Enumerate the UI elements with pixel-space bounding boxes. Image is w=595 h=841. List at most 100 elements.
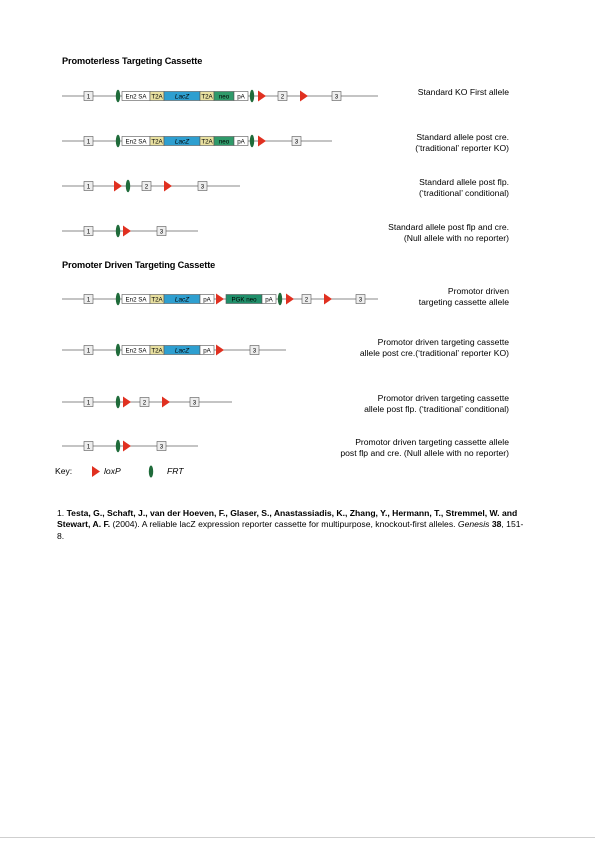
legend-glyphs [92, 465, 154, 478]
allele-label-pd-2: Promotor driven targeting cassette allel… [360, 337, 509, 359]
allele-label-line: (‘traditional’ conditional) [419, 188, 509, 199]
allele-label-line: (‘traditional’ reporter KO) [415, 143, 509, 154]
exon-3-box [189, 397, 200, 407]
loxp-site-icon [286, 293, 294, 305]
allele-label-line: Promotor driven [447, 286, 509, 296]
allele-label-line: allele post flp. (‘traditional’ conditio… [364, 404, 509, 415]
allele-label-pd-4: Promotor driven targeting cassette allel… [340, 437, 509, 459]
exon-3-box [291, 136, 302, 146]
allele-diagrams: 1 En2 SA T2A LacZ T2A neo pA 2 31 En2 SA T2A LacZ T2… [62, 89, 378, 478]
pa-element-box [233, 91, 249, 101]
exon-2-box [277, 91, 288, 101]
en2sa-element-label: En2 SA [126, 94, 148, 101]
loxp-site-icon [123, 396, 131, 408]
loxp-site-icon [123, 440, 131, 452]
exon-1-label: 1 [87, 229, 91, 236]
legend-loxp-icon [92, 466, 100, 477]
allele-row-pd-2: 1 En2 SA T2A LacZ pA 3 [62, 343, 286, 357]
reference-journal: Genesis [457, 519, 490, 530]
exon-3-box [331, 91, 342, 101]
exon-2-label: 2 [145, 184, 149, 191]
allele-label-line: targeting cassette allele [418, 297, 509, 308]
legend-title: Key: [55, 466, 73, 476]
allele-label-pl-3: Standard allele post flp. (‘traditional’… [419, 177, 509, 199]
pa-element-box [199, 345, 215, 355]
allele-label-pl-4: Standard allele post flp and cre. (Null … [388, 222, 509, 244]
exon-1-box [83, 181, 94, 191]
loxp-site-icon [324, 293, 332, 305]
en2sa-element-label: En2 SA [126, 139, 148, 146]
exon-3-box [355, 294, 366, 304]
pa-element-label: pA [203, 297, 211, 304]
legend-loxp-label: loxP [104, 466, 121, 476]
frt-site-icon [115, 292, 121, 306]
legend-frt-icon [148, 465, 154, 478]
loxp-site-icon [258, 90, 266, 102]
loxp-site-icon [164, 180, 172, 192]
exon-2-box [301, 294, 312, 304]
loxp-site-icon [123, 225, 131, 237]
allele-label-line: allele post cre.(‘traditional’ reporter … [359, 348, 509, 359]
exon-1-label: 1 [87, 400, 91, 407]
frt-site-icon [125, 179, 131, 193]
reference-authors: Testa, G., Schaft, J., van der Hoeven, F… [57, 508, 518, 530]
t2a-element-label: T2A [151, 297, 163, 304]
legend-frt-label: FRT [167, 466, 184, 476]
exon-1-box [83, 226, 94, 236]
lacz-element-label: LacZ [175, 348, 190, 355]
exon-2-box [139, 397, 150, 407]
pa-element-label: pA [237, 139, 245, 146]
allele-label-pd-3: Promotor driven targeting cassette allel… [364, 393, 509, 415]
exon-3-label: 3 [160, 229, 164, 236]
allele-label-line: post flp and cre. (Null allele with no r… [340, 448, 509, 459]
exon-1-label: 1 [87, 444, 91, 451]
exon-3-label: 3 [253, 348, 257, 355]
allele-row-pl-2: 1 En2 SA T2A LacZ T2A neo pA 3 [62, 134, 332, 148]
allele-row-pd-1: 1 En2 SA T2A LacZ pA PGK neo pA 2 3 [62, 292, 378, 306]
exon-1-box [83, 136, 94, 146]
loxp-site-icon [216, 344, 224, 356]
allele-label-line: Promotor driven targeting cassette allel… [355, 437, 509, 447]
promoterless-section-title: Promoterless Targeting Cassette [62, 56, 203, 66]
allele-label-pl-1: Standard KO First allele [418, 87, 509, 98]
exon-1-label: 1 [87, 94, 91, 101]
pa-element-label: pA [203, 348, 211, 355]
page-bottom-rule [0, 837, 595, 838]
frt-site-icon [115, 224, 121, 238]
loxp-site-icon [114, 180, 122, 192]
allele-label-line: Standard allele post flp and cre. [388, 222, 509, 232]
reference-pages: , 151-8. [57, 519, 524, 541]
exon-1-box [83, 294, 94, 304]
allele-row-pl-1: 1 En2 SA T2A LacZ T2A neo pA 2 3 [62, 89, 378, 103]
frt-site-icon [249, 89, 255, 103]
frt-site-icon [115, 395, 121, 409]
exon-2-box [141, 181, 152, 191]
frt-site-icon [115, 439, 121, 453]
exon-1-box [83, 345, 94, 355]
exon-1-label: 1 [87, 348, 91, 355]
exon-1-label: 1 [87, 184, 91, 191]
exon-3-label: 3 [335, 94, 339, 101]
exon-2-label: 2 [143, 400, 147, 407]
t2a-element-label: T2A [201, 139, 213, 146]
exon-1-box [83, 397, 94, 407]
lacz-element-label: LacZ [175, 297, 190, 304]
t2a-element-label: T2A [151, 94, 163, 101]
exon-3-box [197, 181, 208, 191]
neo-element-label: neo [219, 139, 230, 146]
allele-label-line: Promotor driven targeting cassette [377, 337, 509, 347]
allele-label-pl-2: Standard allele post cre. (‘traditional’… [415, 132, 509, 154]
neo-element-label: neo [219, 94, 230, 101]
reference-number: 1. [57, 508, 65, 518]
loxp-site-icon [300, 90, 308, 102]
reference-title: (2004). A reliable lacZ expression repor… [110, 519, 458, 530]
pa-element-box [233, 136, 249, 146]
allele-label-line: Standard allele post flp. [419, 177, 509, 187]
allele-row-pl-3: 1 2 3 [62, 179, 240, 193]
exon-3-box [249, 345, 260, 355]
pa-element-label: pA [265, 297, 273, 304]
allele-label-pd-1: Promotor driven targeting cassette allel… [419, 286, 509, 308]
t2a-element-label: T2A [151, 348, 163, 355]
